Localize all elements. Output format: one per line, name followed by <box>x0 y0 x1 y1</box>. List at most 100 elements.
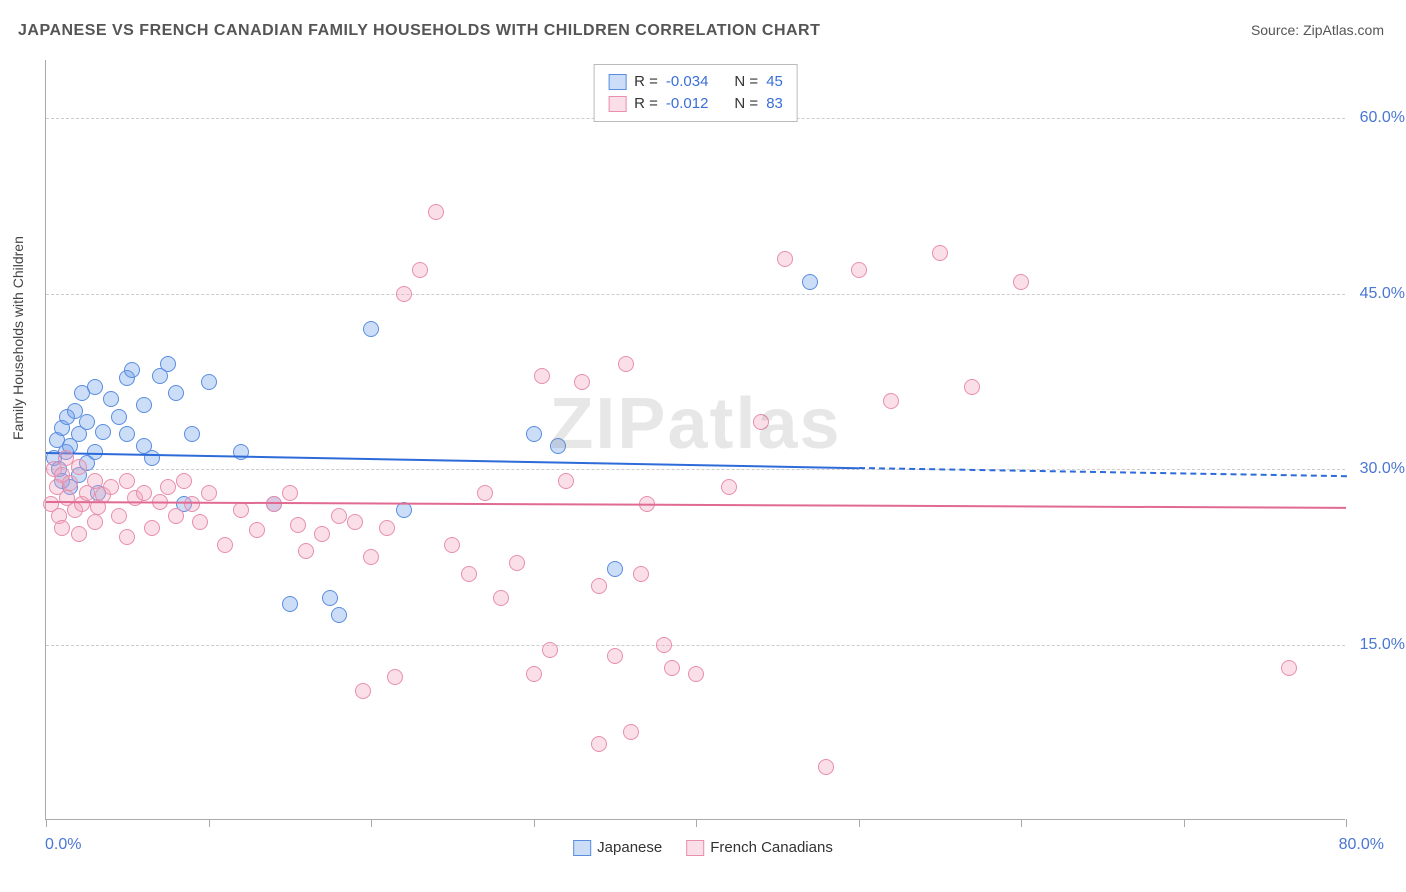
data-point <box>87 379 103 395</box>
r-label: R = <box>634 93 658 115</box>
n-label: N = <box>734 71 758 93</box>
data-point <box>54 520 70 536</box>
data-point <box>618 356 634 372</box>
stats-row-french: R = -0.012 N = 83 <box>608 93 783 115</box>
swatch-japanese <box>608 74 626 90</box>
chart-title: JAPANESE VS FRENCH CANADIAN FAMILY HOUSE… <box>18 22 820 40</box>
data-point <box>111 508 127 524</box>
data-point <box>233 502 249 518</box>
y-tick-label: 45.0% <box>1350 285 1405 303</box>
data-point <box>493 590 509 606</box>
data-point <box>103 479 119 495</box>
plot-area: ZIPatlas R = -0.034 N = 45 R = -0.012 N … <box>45 60 1345 820</box>
data-point <box>558 473 574 489</box>
data-point <box>534 368 550 384</box>
data-point <box>71 526 87 542</box>
data-point <box>444 537 460 553</box>
legend-item-japanese: Japanese <box>573 839 662 856</box>
data-point <box>266 496 282 512</box>
data-point <box>282 596 298 612</box>
swatch-japanese <box>573 840 591 856</box>
data-point <box>314 526 330 542</box>
data-point <box>851 262 867 278</box>
legend-label-japanese: Japanese <box>597 839 662 856</box>
data-point <box>574 374 590 390</box>
data-point <box>144 520 160 536</box>
series-legend: Japanese French Canadians <box>573 839 833 856</box>
data-point <box>509 555 525 571</box>
watermark: ZIPatlas <box>549 383 841 465</box>
r-value-japanese: -0.034 <box>666 71 709 93</box>
data-point <box>387 669 403 685</box>
data-point <box>136 397 152 413</box>
data-point <box>664 660 680 676</box>
data-point <box>526 666 542 682</box>
x-tick <box>46 819 47 827</box>
data-point <box>298 543 314 559</box>
x-max-label: 80.0% <box>1339 836 1384 854</box>
data-point <box>160 356 176 372</box>
data-point <box>119 529 135 545</box>
gridline <box>46 469 1345 470</box>
swatch-french <box>686 840 704 856</box>
data-point <box>119 473 135 489</box>
data-point <box>542 642 558 658</box>
data-point <box>176 473 192 489</box>
data-point <box>591 578 607 594</box>
y-tick-label: 60.0% <box>1350 109 1405 127</box>
stats-row-japanese: R = -0.034 N = 45 <box>608 71 783 93</box>
data-point <box>818 759 834 775</box>
x-tick <box>534 819 535 827</box>
data-point <box>62 475 78 491</box>
data-point <box>79 414 95 430</box>
data-point <box>355 683 371 699</box>
data-point <box>550 438 566 454</box>
data-point <box>607 561 623 577</box>
data-point <box>144 450 160 466</box>
x-min-label: 0.0% <box>45 836 81 854</box>
data-point <box>363 549 379 565</box>
stats-legend: R = -0.034 N = 45 R = -0.012 N = 83 <box>593 64 798 122</box>
legend-label-french: French Canadians <box>710 839 833 856</box>
gridline <box>46 294 1345 295</box>
data-point <box>777 251 793 267</box>
data-point <box>119 426 135 442</box>
n-value-japanese: 45 <box>766 71 783 93</box>
data-point <box>396 286 412 302</box>
data-point <box>331 607 347 623</box>
data-point <box>111 409 127 425</box>
data-point <box>753 414 769 430</box>
data-point <box>721 479 737 495</box>
x-tick <box>1346 819 1347 827</box>
data-point <box>964 379 980 395</box>
data-point <box>363 321 379 337</box>
data-point <box>331 508 347 524</box>
y-tick-label: 30.0% <box>1350 460 1405 478</box>
data-point <box>87 514 103 530</box>
x-tick <box>859 819 860 827</box>
r-value-french: -0.012 <box>666 93 709 115</box>
data-point <box>379 520 395 536</box>
data-point <box>347 514 363 530</box>
data-point <box>201 485 217 501</box>
legend-item-french: French Canadians <box>686 839 833 856</box>
data-point <box>201 374 217 390</box>
y-tick-label: 15.0% <box>1350 636 1405 654</box>
data-point <box>124 362 140 378</box>
y-axis-label: Family Households with Children <box>10 236 26 440</box>
data-point <box>591 736 607 752</box>
data-point <box>168 508 184 524</box>
data-point <box>103 391 119 407</box>
data-point <box>217 537 233 553</box>
data-point <box>623 724 639 740</box>
data-point <box>168 385 184 401</box>
data-point <box>87 444 103 460</box>
data-point <box>428 204 444 220</box>
data-point <box>1281 660 1297 676</box>
data-point <box>322 590 338 606</box>
data-point <box>656 637 672 653</box>
data-point <box>526 426 542 442</box>
data-point <box>802 274 818 290</box>
data-point <box>412 262 428 278</box>
data-point <box>95 424 111 440</box>
